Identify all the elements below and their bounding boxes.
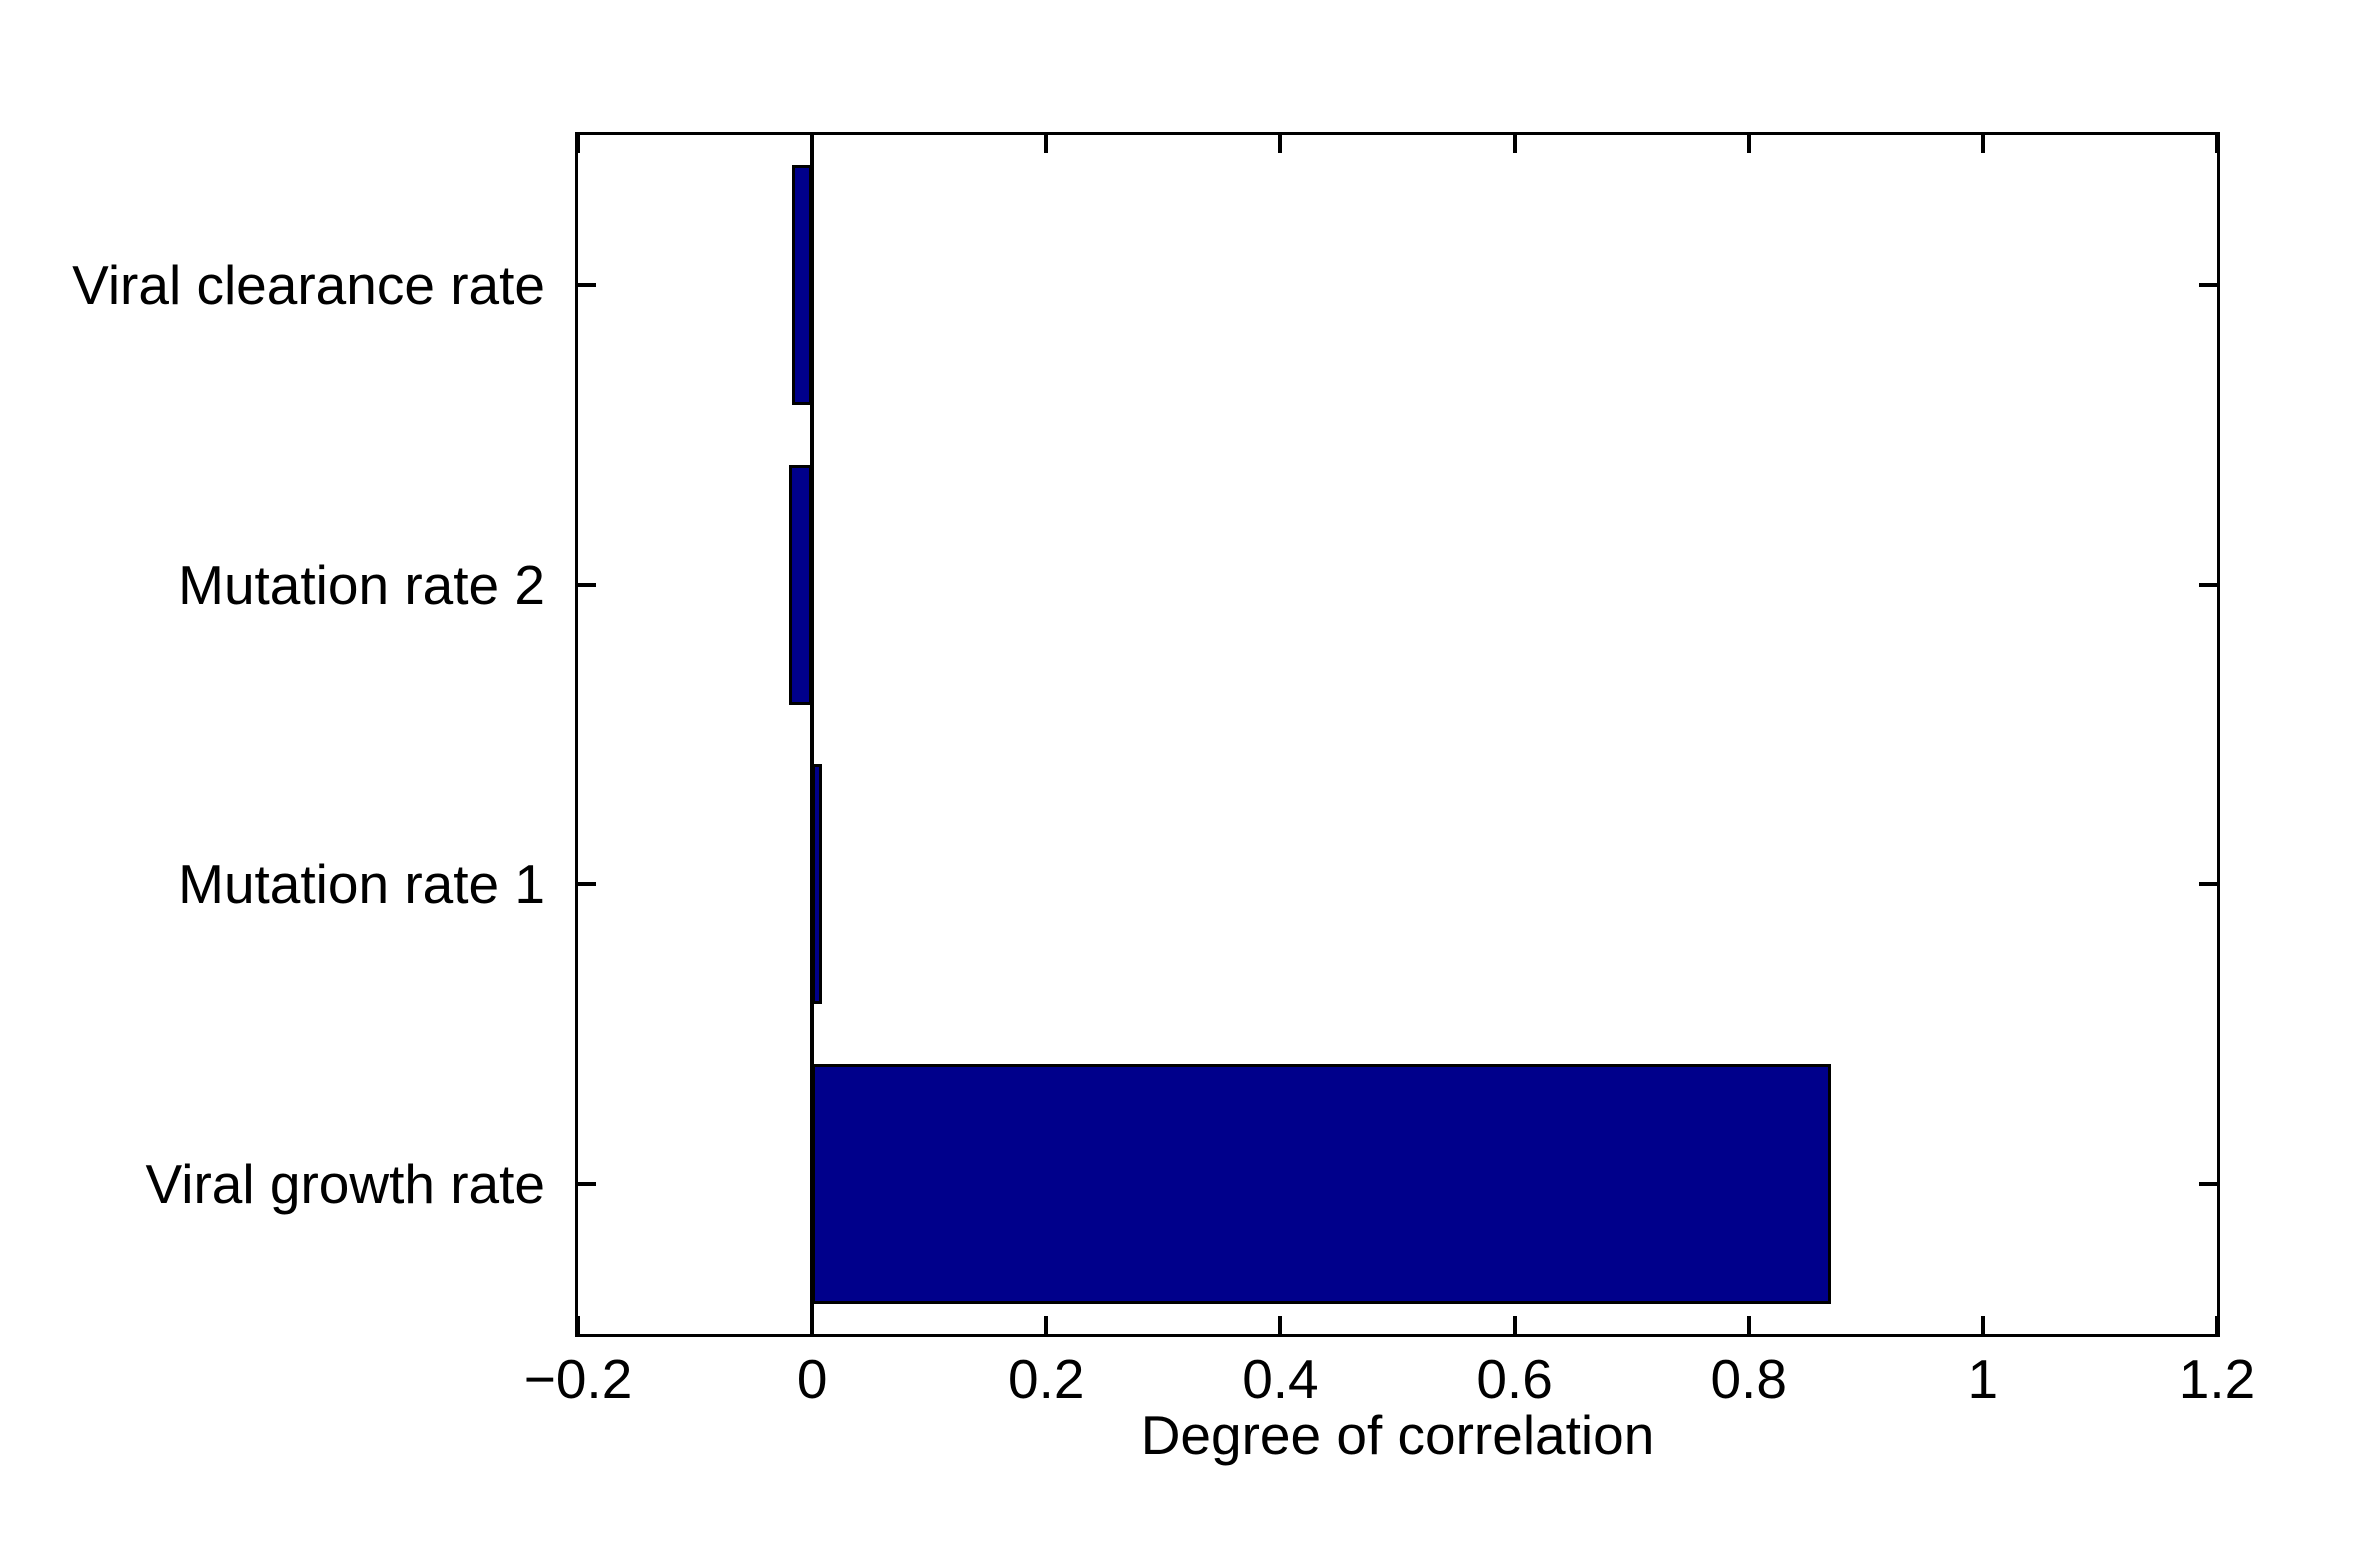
y-tick-label: Mutation rate 2 [178,553,545,616]
x-tick-label: 0 [796,1348,828,1410]
x-tick [810,1316,815,1334]
y-tick [2199,582,2217,587]
x-tick [1980,135,1985,153]
y-tick-label: Viral clearance rate [72,253,545,316]
zero-baseline [810,135,815,1334]
x-tick-label: 0.6 [1476,1348,1553,1410]
x-tick [2215,135,2219,153]
x-tick [1044,135,1049,153]
y-tick [578,282,596,287]
x-tick-label: 0.4 [1242,1348,1319,1410]
y-tick [2199,1182,2217,1187]
x-tick [1044,1316,1049,1334]
y-tick [2199,882,2217,887]
y-tick-label: Viral growth rate [145,1153,545,1216]
x-tick [1278,135,1283,153]
y-tick [2199,282,2217,287]
plot-area [575,132,2220,1337]
x-tick [1512,135,1517,153]
x-tick [1746,135,1751,153]
x-tick-label: 1.2 [2178,1348,2256,1410]
x-tick-label: −0.2 [523,1348,633,1410]
x-tick [576,135,580,153]
y-tick-label: Mutation rate 1 [178,853,545,916]
x-tick [1746,1316,1751,1334]
bar-viral-clearance-rate [792,164,813,405]
bar-mutation-rate-2 [788,464,813,705]
x-tick [1980,1316,1985,1334]
x-tick [1512,1316,1517,1334]
x-tick-label: 0.2 [1008,1348,1085,1410]
bar-mutation-rate-1 [812,764,822,1005]
y-tick [578,1182,596,1187]
x-tick-label: 1 [1967,1348,1999,1410]
x-axis-label: Degree of correlation [1140,1404,1655,1466]
y-tick [578,582,596,587]
x-tick [2215,1316,2219,1334]
bar-viral-growth-rate [812,1064,1831,1305]
x-tick [576,1316,580,1334]
x-tick-label: 0.8 [1710,1348,1787,1410]
y-tick [578,882,596,887]
x-tick [810,135,815,153]
x-tick [1278,1316,1283,1334]
